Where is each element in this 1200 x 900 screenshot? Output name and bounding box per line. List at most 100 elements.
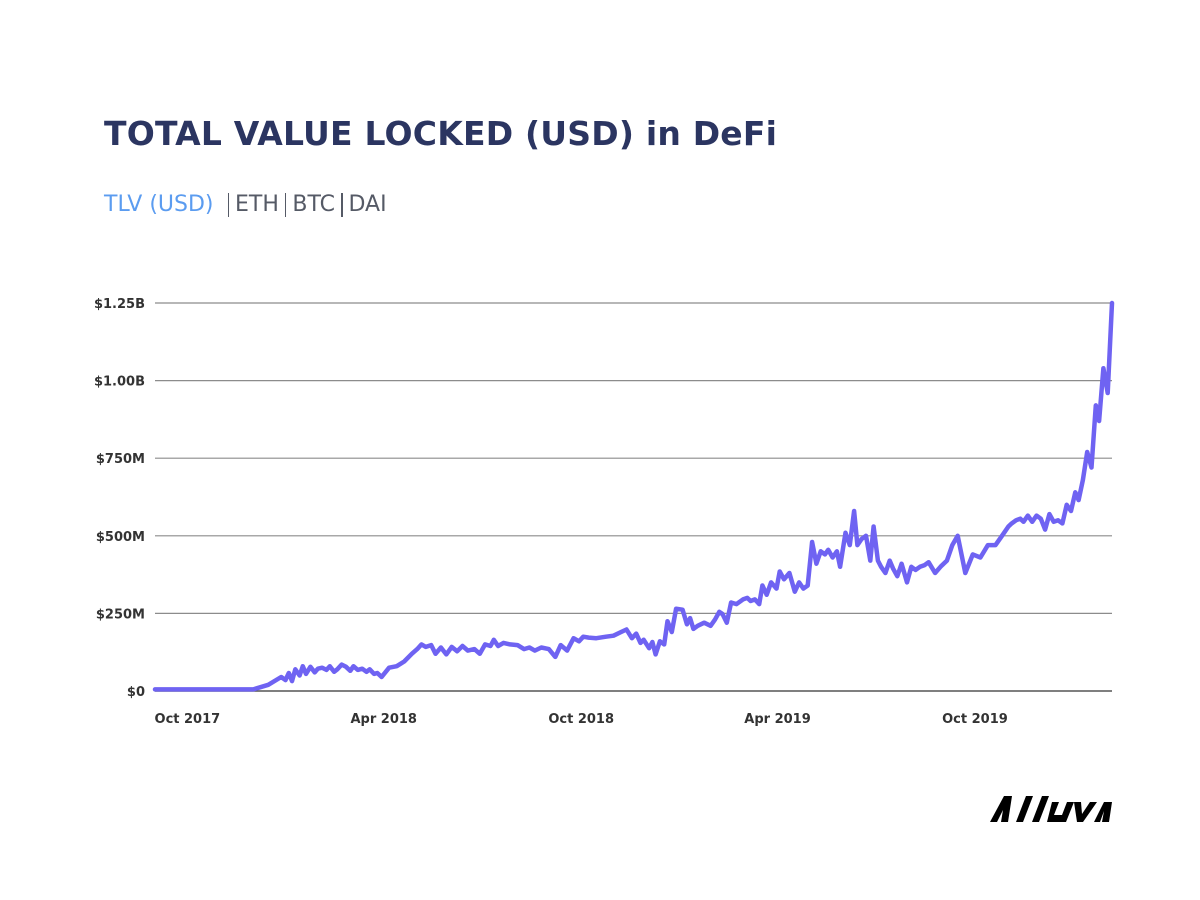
- y-tick-label: $0: [127, 685, 145, 700]
- data-point: [1060, 521, 1064, 526]
- data-point: [647, 646, 651, 650]
- data-point: [696, 624, 700, 628]
- series-tabs: TLV (USD) ETH BTC DAI: [104, 192, 387, 217]
- data-point: [674, 607, 678, 611]
- data-point: [1030, 520, 1034, 524]
- data-point: [782, 577, 786, 581]
- data-point: [508, 642, 512, 647]
- data-point: [559, 643, 563, 647]
- tab-eth[interactable]: ETH: [235, 192, 279, 217]
- data-point: [860, 537, 864, 541]
- data-point: [831, 555, 835, 560]
- data-point: [1073, 490, 1077, 494]
- data-point: [1052, 520, 1056, 524]
- data-point: [1065, 503, 1069, 507]
- data-point: [419, 642, 424, 647]
- data-point: [753, 597, 757, 602]
- data-point: [810, 540, 814, 544]
- x-tick-label: Apr 2018: [350, 712, 417, 727]
- data-point: [864, 534, 868, 538]
- y-tick-label: $1.25B: [94, 297, 145, 312]
- data-point: [876, 559, 880, 563]
- data-point: [891, 566, 895, 571]
- data-point: [1056, 518, 1060, 522]
- data-point: [900, 562, 904, 566]
- data-point: [774, 587, 779, 591]
- data-point: [1106, 391, 1110, 395]
- tab-dai[interactable]: DAI: [348, 192, 387, 217]
- data-point: [415, 647, 419, 651]
- tab-tlv-usd[interactable]: TLV (USD): [104, 192, 214, 217]
- data-point: [630, 636, 634, 640]
- data-point: [1000, 534, 1004, 538]
- data-point: [1094, 403, 1098, 407]
- data-point: [963, 571, 967, 575]
- data-point: [778, 569, 782, 574]
- data-point: [713, 618, 717, 622]
- data-point: [978, 555, 983, 560]
- data-point: [757, 602, 761, 606]
- data-point: [909, 565, 913, 569]
- data-point: [717, 610, 721, 614]
- data-point: [879, 565, 883, 569]
- data-point: [611, 634, 616, 638]
- series-line-tvl: [152, 300, 1115, 692]
- data-point: [380, 675, 384, 679]
- data-point: [760, 583, 765, 588]
- data-point: [654, 652, 658, 657]
- data-point: [251, 687, 255, 692]
- data-point: [658, 639, 662, 643]
- data-point: [814, 562, 819, 566]
- data-point: [749, 599, 753, 603]
- data-point: [729, 600, 733, 605]
- data-point: [348, 669, 352, 673]
- data-point: [450, 645, 454, 649]
- data-point: [835, 549, 839, 553]
- data-point: [313, 670, 317, 675]
- data-point: [375, 671, 379, 675]
- data-point: [638, 641, 643, 645]
- data-point: [938, 565, 943, 569]
- x-tick-label: Oct 2017: [155, 712, 221, 727]
- data-point: [340, 663, 344, 667]
- data-point: [927, 560, 931, 564]
- data-point: [304, 672, 308, 676]
- data-point: [914, 568, 918, 572]
- data-point: [852, 509, 856, 513]
- data-point: [1081, 478, 1085, 482]
- data-point: [725, 621, 729, 625]
- x-axis-labels: Oct 2017 Apr 2018 Oct 2018 Apr 2019 Oct 2019: [155, 712, 1008, 727]
- data-point: [662, 642, 666, 647]
- data-point: [950, 543, 954, 547]
- data-point: [372, 672, 376, 676]
- data-point: [439, 645, 443, 650]
- data-point: [455, 649, 459, 653]
- data-point: [298, 673, 302, 678]
- data-point: [848, 543, 852, 547]
- data-point: [734, 602, 739, 606]
- data-point: [1047, 512, 1051, 516]
- tab-divider: [227, 192, 229, 217]
- data-point: [402, 659, 406, 664]
- data-point: [293, 667, 297, 671]
- data-point: [642, 638, 646, 642]
- tab-btc[interactable]: BTC: [292, 192, 335, 217]
- data-point: [888, 559, 892, 563]
- data-point: [501, 641, 506, 645]
- data-point: [290, 679, 294, 683]
- data-point: [283, 678, 288, 682]
- data-point: [466, 649, 470, 653]
- data-point: [279, 675, 283, 679]
- data-point: [619, 630, 623, 634]
- data-point: [153, 687, 157, 692]
- data-point: [1069, 509, 1073, 513]
- x-tick-label: Oct 2019: [942, 712, 1008, 727]
- tab-divider: [284, 192, 287, 217]
- data-point: [624, 627, 629, 632]
- data-point: [806, 583, 810, 588]
- data-point: [702, 621, 706, 625]
- data-point: [838, 565, 842, 569]
- data-point: [604, 635, 608, 639]
- data-point: [577, 639, 581, 643]
- data-point: [1089, 465, 1094, 470]
